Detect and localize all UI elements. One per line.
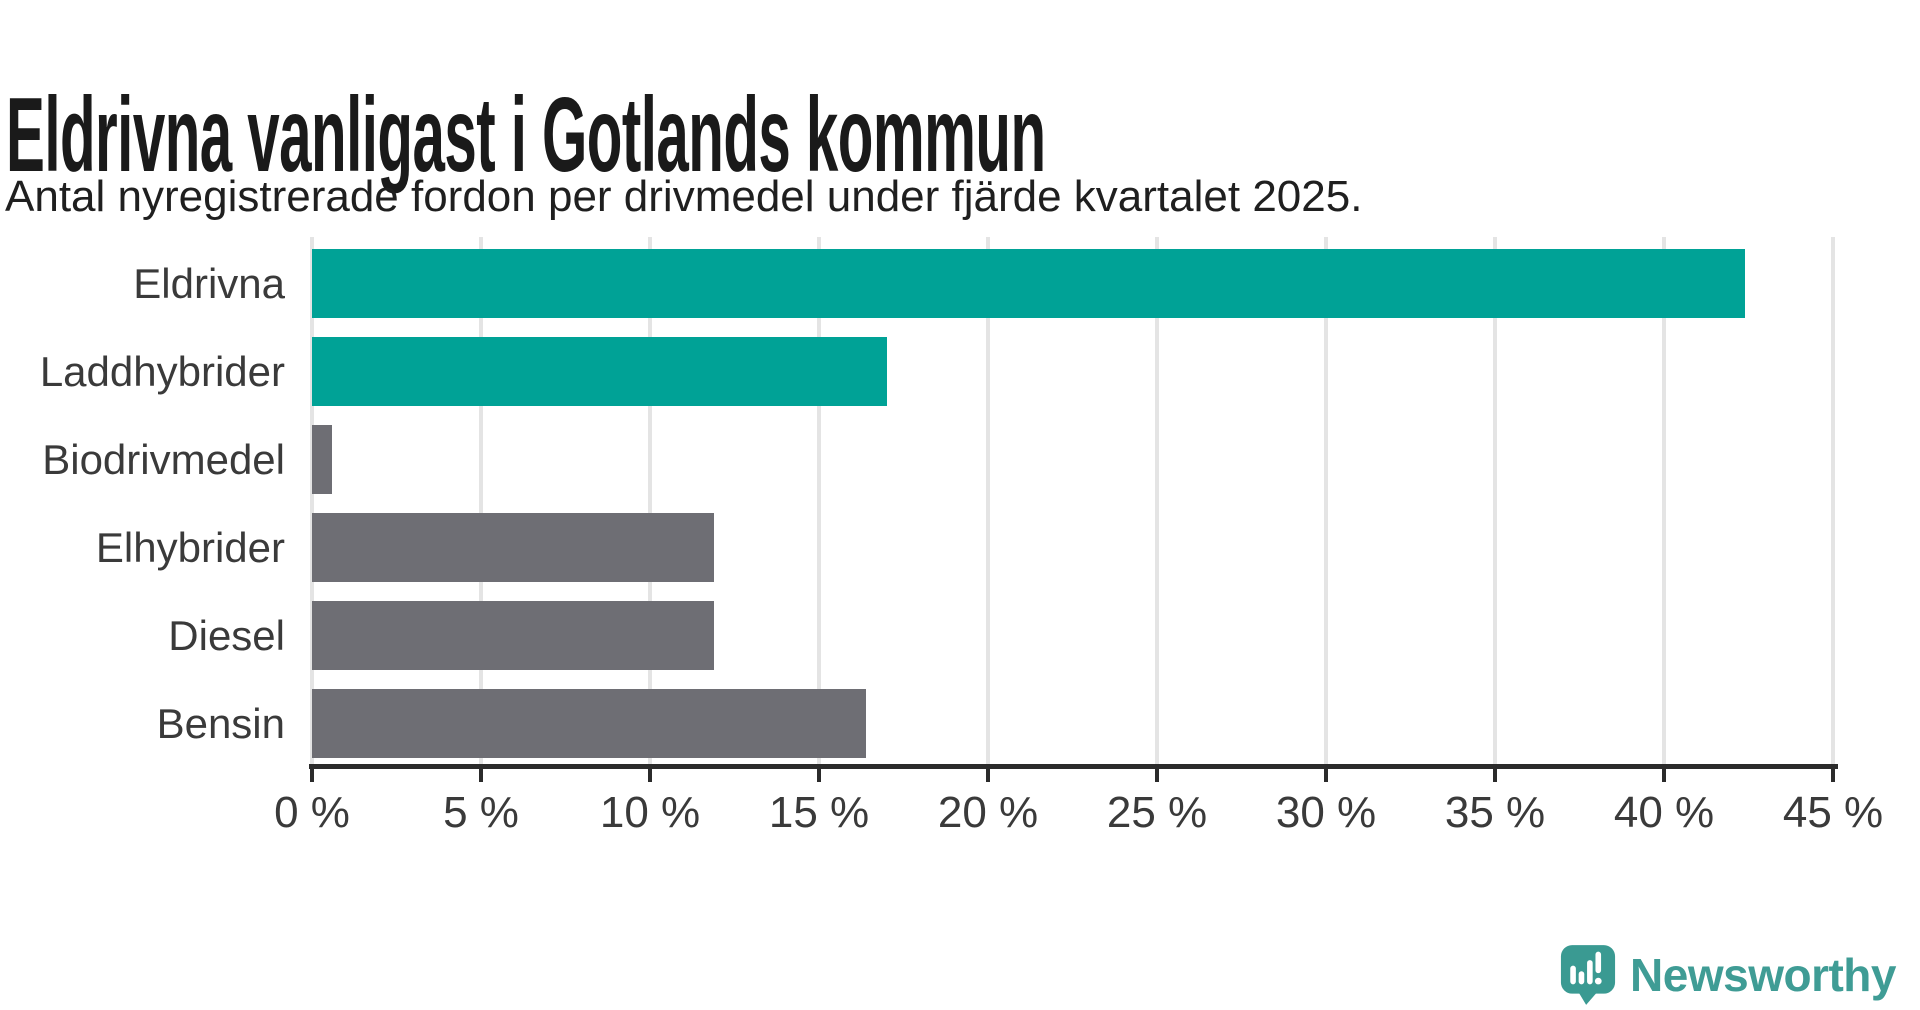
x-axis-tick-label: 30 % — [1275, 788, 1377, 837]
gridline — [1493, 237, 1497, 764]
gridline — [1324, 237, 1328, 764]
gridline — [648, 237, 652, 764]
newsworthy-logo-icon — [1560, 944, 1616, 1006]
gridline — [986, 237, 990, 764]
bar-elhybrider — [312, 513, 715, 582]
bar-laddhybrider — [312, 337, 887, 406]
x-axis-tick-label: 15 % — [768, 788, 870, 837]
gridline — [310, 237, 314, 764]
x-axis-tick — [1155, 769, 1159, 782]
brand-footer: Newsworthy — [1560, 944, 1896, 1006]
x-axis-tick-label: 25 % — [1106, 788, 1208, 837]
x-axis-tick — [986, 769, 990, 782]
x-axis-tick — [1493, 769, 1497, 782]
newsworthy-brand-text: Newsworthy — [1630, 949, 1896, 1001]
page-title: Eldrivna vanligast i Gotlands kommun — [6, 76, 1046, 195]
x-axis-tick-label: 0 % — [274, 788, 350, 837]
x-axis-tick — [310, 769, 314, 782]
gridline — [1662, 237, 1666, 764]
gridline — [1831, 237, 1835, 764]
x-axis-tick — [648, 769, 652, 782]
bar-bensin — [312, 689, 867, 758]
gridline — [817, 237, 821, 764]
x-axis-tick-label: 45 % — [1782, 788, 1884, 837]
x-axis-tick — [817, 769, 821, 782]
plot-area — [310, 237, 1835, 764]
page-subtitle: Antal nyregistrerade fordon per drivmede… — [5, 172, 1363, 221]
x-axis-tick — [1324, 769, 1328, 782]
gridline — [1155, 237, 1159, 764]
x-axis-line — [309, 764, 1838, 769]
x-axis-tick-label: 20 % — [937, 788, 1039, 837]
x-axis-tick — [1831, 769, 1835, 782]
x-axis-tick — [1662, 769, 1666, 782]
x-axis-tick-label: 5 % — [443, 788, 519, 837]
category-label: Biodrivmedel — [42, 436, 285, 483]
category-label: Laddhybrider — [39, 348, 285, 395]
bar-diesel — [312, 601, 715, 670]
gridline — [479, 237, 483, 764]
x-axis-tick-label: 10 % — [599, 788, 701, 837]
x-axis-tick-label: 35 % — [1444, 788, 1546, 837]
category-label: Bensin — [156, 700, 285, 747]
x-axis-tick-label: 40 % — [1613, 788, 1715, 837]
x-axis-tick — [479, 769, 483, 782]
bar-biodrivmedel — [312, 425, 333, 494]
bar-eldrivna — [312, 249, 1746, 318]
category-label: Elhybrider — [95, 524, 285, 571]
category-label: Eldrivna — [133, 260, 285, 307]
category-label: Diesel — [168, 612, 285, 659]
